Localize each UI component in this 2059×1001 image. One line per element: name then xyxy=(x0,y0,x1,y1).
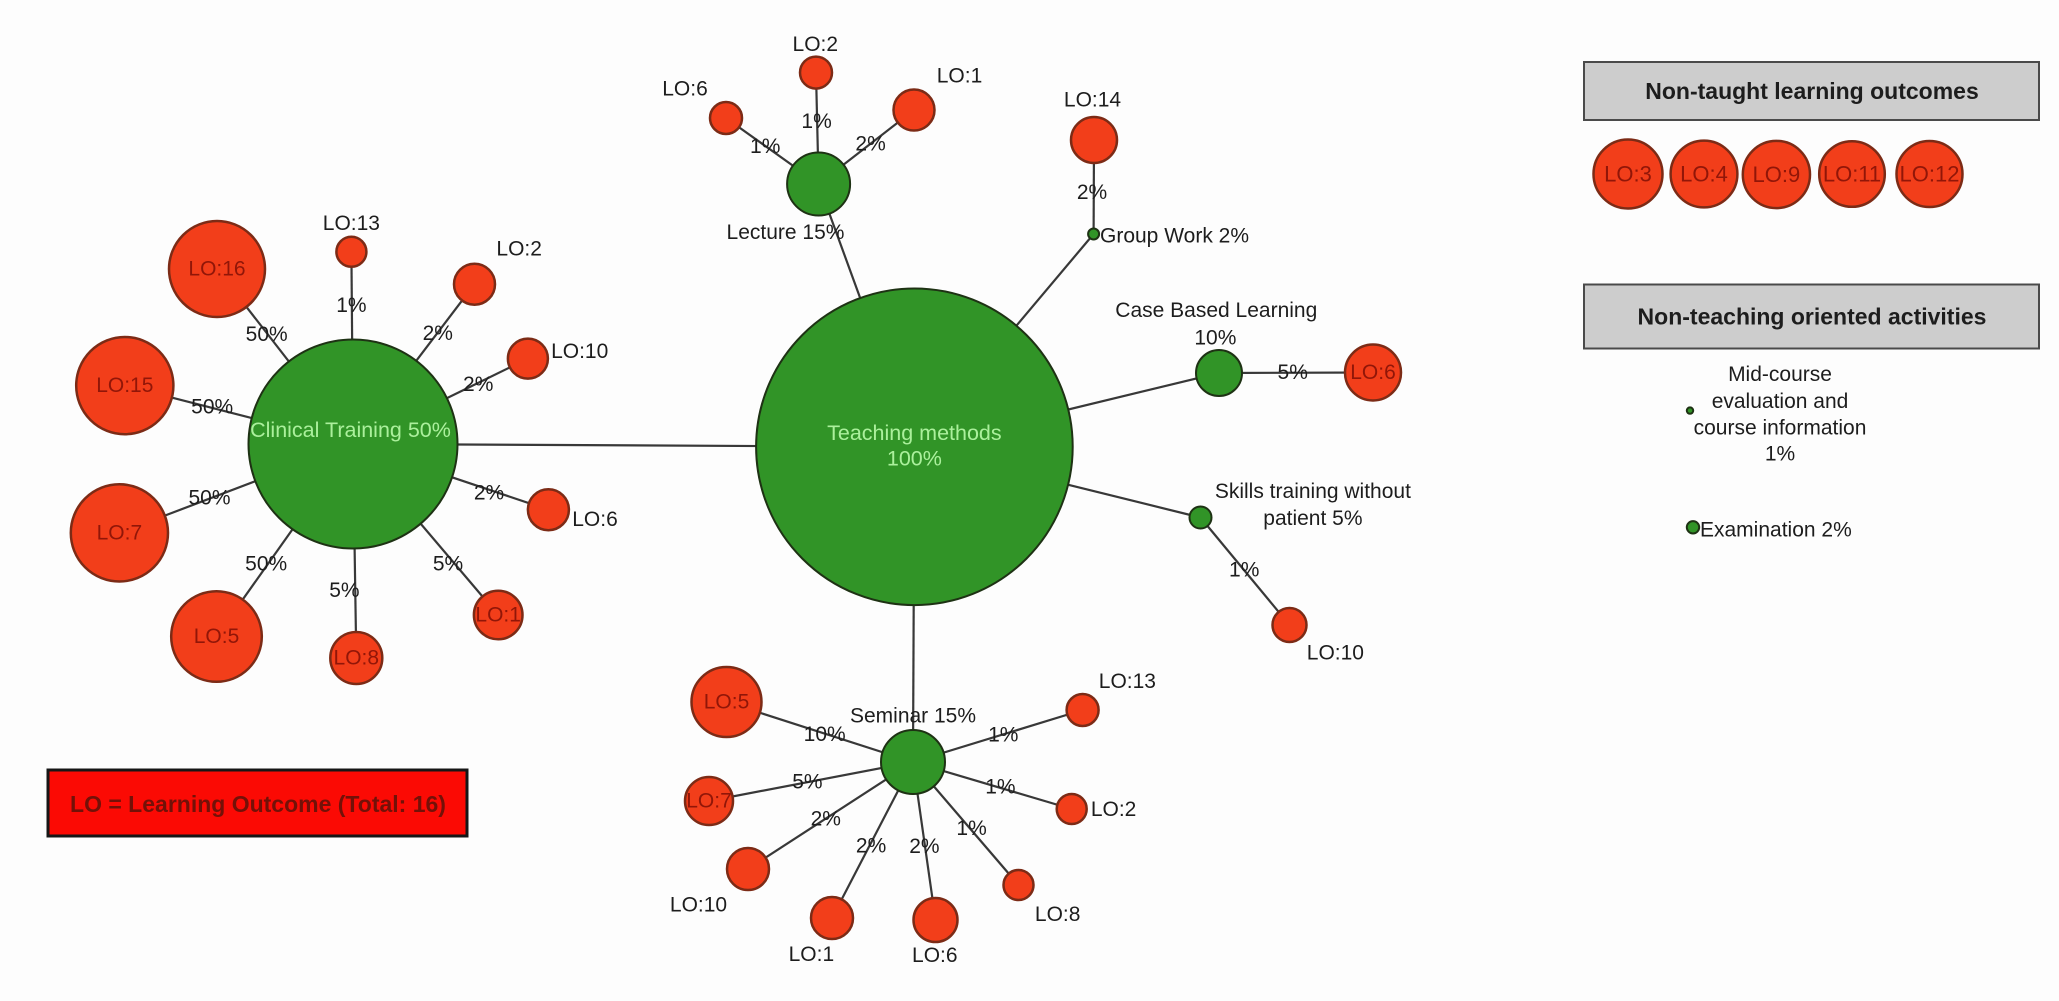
svg-text:LO:15: LO:15 xyxy=(96,374,153,397)
svg-text:5%: 5% xyxy=(433,553,463,576)
svg-text:LO:6: LO:6 xyxy=(1350,361,1396,384)
svg-text:LO:5: LO:5 xyxy=(704,691,750,714)
svg-text:LO:8: LO:8 xyxy=(1035,903,1081,926)
svg-text:LO:10: LO:10 xyxy=(1307,642,1364,665)
svg-text:1%: 1% xyxy=(1765,442,1795,465)
svg-text:Group Work 2%: Group Work 2% xyxy=(1100,225,1249,248)
svg-text:LO:3: LO:3 xyxy=(1604,162,1652,187)
svg-text:Mid-course: Mid-course xyxy=(1728,363,1832,386)
svg-text:1%: 1% xyxy=(988,724,1018,747)
svg-text:Skills training without: Skills training without xyxy=(1215,480,1411,503)
svg-text:1%: 1% xyxy=(1229,559,1259,582)
svg-text:50%: 50% xyxy=(188,486,230,509)
svg-text:LO:14: LO:14 xyxy=(1064,89,1122,112)
svg-text:2%: 2% xyxy=(811,808,841,831)
svg-text:5%: 5% xyxy=(1278,361,1308,384)
svg-text:LO:9: LO:9 xyxy=(1753,162,1801,187)
svg-text:Non-taught learning outcomes: Non-taught learning outcomes xyxy=(1645,78,1979,104)
svg-text:1%: 1% xyxy=(956,817,986,840)
svg-text:2%: 2% xyxy=(1077,181,1107,204)
svg-text:LO:1: LO:1 xyxy=(475,604,521,627)
svg-text:LO:12: LO:12 xyxy=(1900,162,1960,187)
svg-text:LO:7: LO:7 xyxy=(686,790,732,813)
svg-text:2%: 2% xyxy=(856,834,886,857)
svg-text:2%: 2% xyxy=(909,835,939,858)
svg-text:LO:16: LO:16 xyxy=(188,258,245,281)
svg-text:5%: 5% xyxy=(792,771,822,794)
svg-text:Non-teaching oriented activiti: Non-teaching oriented activities xyxy=(1638,304,1987,330)
svg-text:10%: 10% xyxy=(804,723,846,746)
svg-text:1%: 1% xyxy=(336,294,366,317)
svg-text:patient 5%: patient 5% xyxy=(1263,507,1362,530)
svg-text:LO:5: LO:5 xyxy=(194,625,240,648)
svg-text:5%: 5% xyxy=(329,579,359,602)
svg-text:LO:13: LO:13 xyxy=(1099,670,1156,693)
svg-text:LO = Learning Outcome (Total:: LO = Learning Outcome (Total: 16) xyxy=(70,791,446,817)
svg-text:100%: 100% xyxy=(887,447,942,471)
svg-text:LO:4: LO:4 xyxy=(1680,162,1728,187)
svg-text:Case Based Learning: Case Based Learning xyxy=(1115,299,1317,322)
svg-text:1%: 1% xyxy=(985,776,1015,799)
svg-text:50%: 50% xyxy=(246,323,288,346)
svg-text:LO:13: LO:13 xyxy=(323,212,380,235)
svg-text:2%: 2% xyxy=(855,133,885,156)
svg-text:1%: 1% xyxy=(801,110,831,133)
svg-text:2%: 2% xyxy=(423,322,453,345)
svg-text:LO:10: LO:10 xyxy=(670,894,727,917)
svg-text:50%: 50% xyxy=(191,396,233,419)
svg-text:Lecture 15%: Lecture 15% xyxy=(727,221,845,244)
svg-text:LO:2: LO:2 xyxy=(793,33,839,56)
svg-text:LO:11: LO:11 xyxy=(1823,162,1881,187)
svg-text:1%: 1% xyxy=(750,135,780,158)
svg-text:LO:6: LO:6 xyxy=(662,78,708,101)
svg-text:LO:6: LO:6 xyxy=(572,508,618,531)
svg-text:LO:2: LO:2 xyxy=(1091,798,1137,821)
svg-text:50%: 50% xyxy=(245,553,287,576)
svg-text:2%: 2% xyxy=(474,482,504,505)
svg-text:Seminar 15%: Seminar 15% xyxy=(850,705,976,728)
svg-text:LO:8: LO:8 xyxy=(334,647,380,670)
svg-text:course information: course information xyxy=(1694,417,1867,440)
svg-text:LO:6: LO:6 xyxy=(912,944,958,967)
svg-text:Clinical Training 50%: Clinical Training 50% xyxy=(250,418,451,442)
svg-text:10%: 10% xyxy=(1194,327,1236,350)
svg-text:Teaching methods: Teaching methods xyxy=(827,421,1002,445)
svg-text:LO:10: LO:10 xyxy=(551,340,608,363)
svg-text:LO:1: LO:1 xyxy=(789,943,835,966)
svg-text:LO:1: LO:1 xyxy=(937,64,983,87)
svg-text:evaluation and: evaluation and xyxy=(1712,390,1849,413)
svg-text:Examination 2%: Examination 2% xyxy=(1700,519,1852,542)
svg-text:LO:7: LO:7 xyxy=(97,521,143,544)
svg-text:2%: 2% xyxy=(463,373,493,396)
svg-text:LO:2: LO:2 xyxy=(496,238,542,261)
